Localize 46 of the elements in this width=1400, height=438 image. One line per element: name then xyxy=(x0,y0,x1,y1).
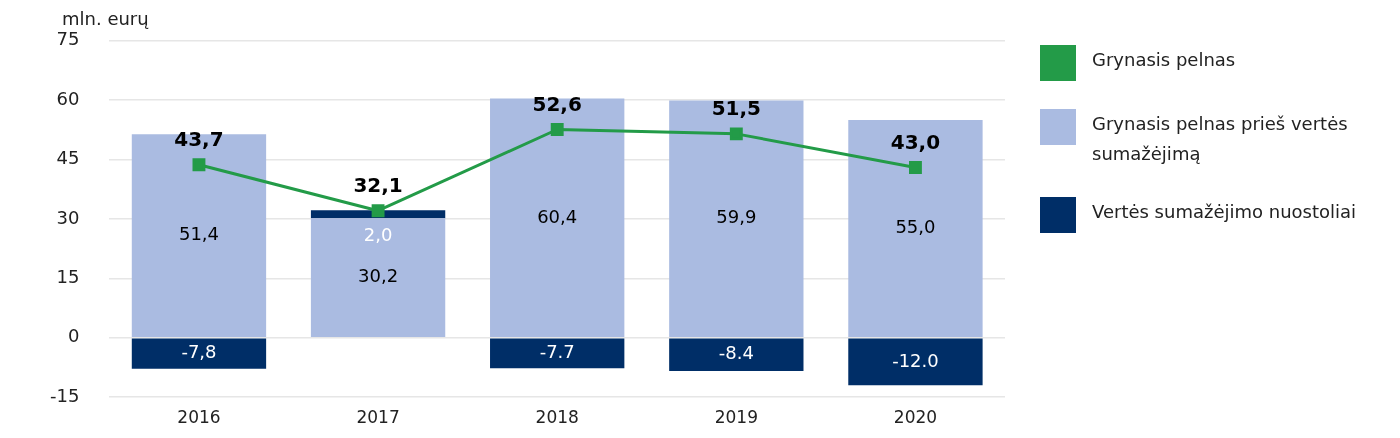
legend-label: Grynasis pelnas prieš vertės sumažėjimą xyxy=(1092,112,1349,166)
y-tick-label: 0 xyxy=(67,325,80,347)
bar xyxy=(490,98,625,338)
data-label: 60,4 xyxy=(537,205,578,227)
data-label: -7,8 xyxy=(181,341,217,363)
y-tick-label: 45 xyxy=(56,147,80,169)
y-tick-label: 30 xyxy=(56,206,80,228)
point xyxy=(908,161,922,174)
legend-label: Grynasis pelnas xyxy=(1092,48,1236,72)
x-tick-label: 2017 xyxy=(356,406,400,427)
data-label: 32,1 xyxy=(353,172,403,197)
data-label: 2,0 xyxy=(363,223,393,245)
y-tick-label: -15 xyxy=(49,384,80,406)
data-label: 51,4 xyxy=(178,223,219,245)
y-tick-label: 75 xyxy=(56,28,80,50)
y-tick-label: 60 xyxy=(56,87,80,109)
x-tick-label: 2019 xyxy=(714,406,758,427)
data-label: 30,2 xyxy=(358,265,399,287)
bar xyxy=(848,120,983,338)
y-tick-label: 15 xyxy=(56,266,80,288)
bar xyxy=(669,100,804,338)
point xyxy=(192,158,206,172)
data-label: 52,6 xyxy=(532,91,582,116)
data-label: 43,0 xyxy=(890,129,941,154)
data-label: 55,0 xyxy=(895,216,936,238)
x-tick-label: 2016 xyxy=(177,406,221,427)
bar xyxy=(131,338,267,369)
bar xyxy=(310,218,446,338)
data-label: -7.7 xyxy=(539,341,575,363)
data-label: 51,5 xyxy=(711,96,761,121)
legend-label: Vertės sumažėjimo nuostoliai xyxy=(1092,200,1357,224)
bar xyxy=(669,338,804,372)
data-label: -12.0 xyxy=(892,349,939,371)
bar xyxy=(310,210,446,219)
x-tick-label: 2018 xyxy=(535,406,579,427)
data-label: -8.4 xyxy=(718,342,754,364)
y-axis-title: mln. eurų xyxy=(62,8,149,29)
x-tick-label: 2020 xyxy=(893,406,938,427)
point xyxy=(371,204,385,218)
bar xyxy=(848,338,983,386)
data-label: 59,9 xyxy=(716,206,757,228)
data-label: 43,7 xyxy=(174,126,224,151)
bar xyxy=(131,134,267,338)
bar xyxy=(490,338,625,369)
point xyxy=(729,127,743,141)
point xyxy=(550,123,564,136)
